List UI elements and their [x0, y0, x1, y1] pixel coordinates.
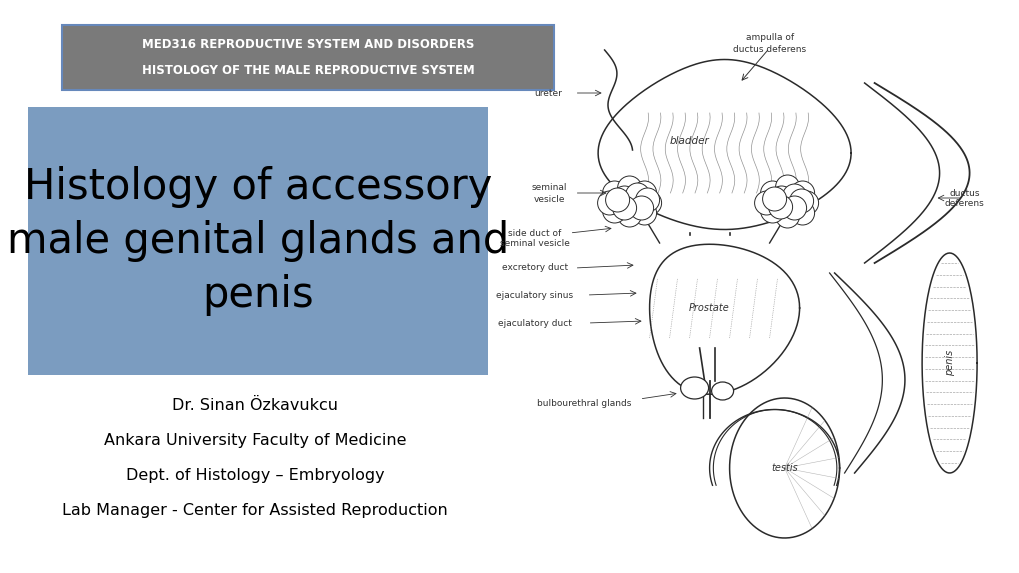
Circle shape — [790, 201, 814, 225]
Circle shape — [760, 181, 784, 205]
Text: ureter: ureter — [534, 88, 561, 97]
Text: ejaculatory duct: ejaculatory duct — [497, 319, 571, 328]
Text: Dr. Sinan Özkavukcu: Dr. Sinan Özkavukcu — [172, 398, 337, 413]
Circle shape — [782, 196, 806, 220]
Circle shape — [790, 181, 814, 205]
Text: Histology of accessory
male genital glands and
penis: Histology of accessory male genital glan… — [7, 166, 508, 316]
Text: HISTOLOGY OF THE MALE REPRODUCTIVE SYSTEM: HISTOLOGY OF THE MALE REPRODUCTIVE SYSTE… — [142, 64, 474, 77]
Polygon shape — [649, 244, 799, 394]
Bar — [28, 107, 487, 375]
Text: ductus: ductus — [949, 189, 979, 198]
Circle shape — [632, 181, 656, 205]
Circle shape — [774, 204, 799, 228]
Text: penis: penis — [944, 350, 954, 376]
Text: side duct of: side duct of — [507, 229, 560, 237]
Text: MED316 REPRODUCTIVE SYSTEM AND DISORDERS: MED316 REPRODUCTIVE SYSTEM AND DISORDERS — [142, 38, 474, 51]
Circle shape — [632, 201, 656, 225]
Circle shape — [635, 188, 659, 212]
Polygon shape — [921, 253, 976, 473]
Text: deferens: deferens — [944, 199, 983, 209]
Polygon shape — [729, 398, 839, 538]
Text: seminal: seminal — [531, 183, 567, 193]
Circle shape — [789, 189, 813, 213]
Text: bulbourethral glands: bulbourethral glands — [537, 398, 631, 407]
Text: Dept. of Histology – Embryology: Dept. of Histology – Embryology — [125, 468, 384, 483]
Circle shape — [629, 196, 653, 220]
Circle shape — [760, 199, 784, 223]
Circle shape — [597, 191, 621, 215]
Ellipse shape — [680, 377, 708, 399]
Text: testis: testis — [770, 463, 797, 473]
Circle shape — [616, 176, 641, 200]
Circle shape — [612, 186, 636, 210]
Text: excretory duct: excretory duct — [501, 264, 568, 273]
Circle shape — [625, 183, 649, 207]
Text: ejaculatory sinus: ejaculatory sinus — [495, 291, 573, 300]
Bar — [62, 25, 553, 90]
Text: Prostate: Prostate — [689, 303, 730, 313]
Circle shape — [616, 203, 641, 227]
Text: ampulla of: ampulla of — [745, 33, 793, 42]
Ellipse shape — [711, 382, 733, 400]
Circle shape — [612, 196, 636, 220]
Circle shape — [602, 199, 626, 223]
Text: Ankara University Faculty of Medicine: Ankara University Faculty of Medicine — [104, 433, 406, 448]
Text: ductus deferens: ductus deferens — [733, 45, 805, 53]
Text: vesicle: vesicle — [533, 194, 565, 203]
Text: Lab Manager - Center for Assisted Reproduction: Lab Manager - Center for Assisted Reprod… — [62, 503, 447, 518]
Circle shape — [605, 188, 629, 212]
Circle shape — [794, 191, 818, 215]
Circle shape — [768, 195, 792, 219]
Circle shape — [774, 175, 799, 199]
Text: bladder: bladder — [669, 136, 709, 146]
Circle shape — [637, 191, 661, 215]
Circle shape — [754, 191, 777, 215]
Polygon shape — [597, 60, 850, 230]
Text: seminal vesicle: seminal vesicle — [499, 240, 569, 249]
Circle shape — [769, 186, 793, 210]
Circle shape — [782, 184, 806, 208]
Circle shape — [762, 187, 786, 211]
Circle shape — [602, 181, 626, 205]
